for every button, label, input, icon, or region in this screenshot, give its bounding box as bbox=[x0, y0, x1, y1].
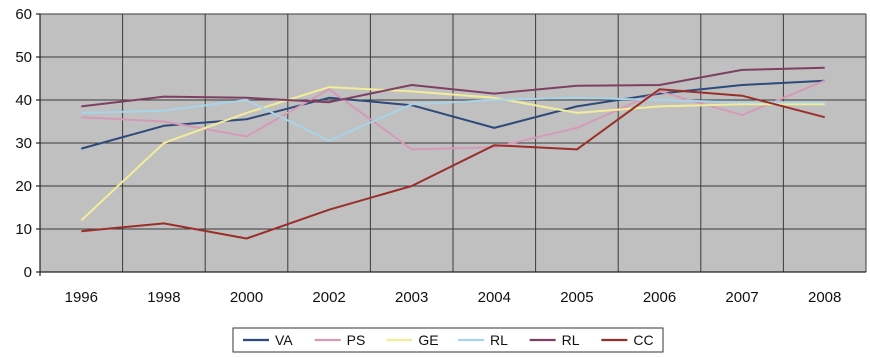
series-layer bbox=[80, 66, 826, 240]
legend-label: CC bbox=[633, 332, 653, 348]
y-tick-label: 40 bbox=[15, 92, 32, 109]
x-tick-label: 2005 bbox=[560, 289, 593, 306]
x-tick-labels: 1996 1998 2000 2002 2003 2004 2005 2006 2007 2008 bbox=[65, 289, 842, 306]
legend: VA PS GE RL RL CC bbox=[232, 327, 664, 353]
x-tick-label: 2002 bbox=[312, 289, 345, 306]
y-tick-label: 60 bbox=[15, 6, 32, 23]
legend-label: RL bbox=[562, 332, 580, 348]
x-tick-label: 2008 bbox=[808, 289, 841, 306]
axes bbox=[36, 13, 866, 276]
x-tick-label: 1998 bbox=[147, 289, 180, 306]
y-tick-label: 0 bbox=[24, 264, 32, 281]
series-line-va-0 bbox=[81, 79, 825, 150]
series-line-rl-3 bbox=[81, 96, 825, 142]
x-tick-label: 2007 bbox=[725, 289, 758, 306]
series-line-rl-4 bbox=[81, 66, 825, 108]
y-tick-labels: 0 10 20 30 40 50 60 bbox=[15, 6, 32, 281]
legend-label: GE bbox=[418, 332, 438, 348]
y-tick-label: 30 bbox=[15, 135, 32, 152]
x-tick-label: 2006 bbox=[643, 289, 676, 306]
legend-box bbox=[232, 327, 664, 353]
legend-label: RL bbox=[490, 332, 508, 348]
series-line-cc-5 bbox=[81, 88, 825, 240]
legend-label: VA bbox=[275, 332, 293, 348]
y-tick-label: 20 bbox=[15, 178, 32, 195]
x-tick-label: 2003 bbox=[395, 289, 428, 306]
x-tick-label: 1996 bbox=[65, 289, 98, 306]
x-tick-label: 2000 bbox=[230, 289, 263, 306]
y-tick-label: 10 bbox=[15, 221, 32, 238]
x-tick-label: 2004 bbox=[478, 289, 511, 306]
legend-label: PS bbox=[347, 332, 366, 348]
y-tick-label: 50 bbox=[15, 49, 32, 66]
series-line-ge-2 bbox=[80, 86, 825, 222]
